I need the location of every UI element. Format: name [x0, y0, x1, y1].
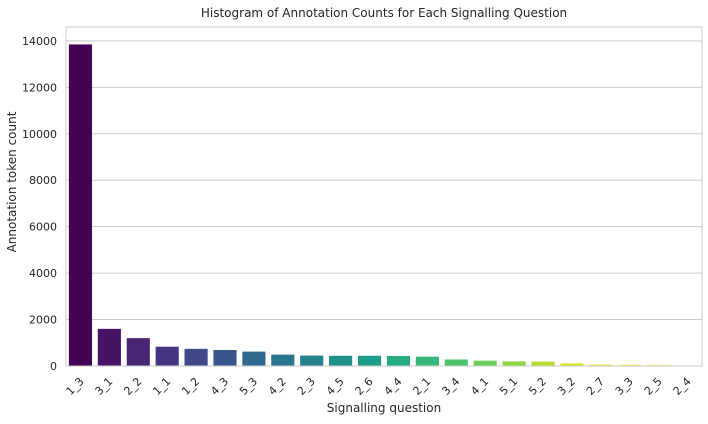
x-tick-label: 3_3	[613, 375, 636, 398]
bar-1_2	[185, 349, 208, 366]
x-tick-label: 2_7	[584, 375, 607, 398]
x-tick-label: 4_3	[208, 375, 231, 398]
x-tick-label: 1_1	[150, 375, 173, 398]
x-tick-label: 5_2	[526, 375, 549, 398]
bar-4_2	[271, 355, 294, 366]
x-tick-label: 2_1	[411, 375, 434, 398]
x-tick-label: 2_5	[642, 375, 665, 398]
y-tick-label: 10000	[22, 128, 57, 141]
x-tick-label: 3_2	[555, 375, 578, 398]
bar-2_6	[358, 356, 381, 366]
bar-4_5	[329, 356, 352, 366]
bar-2_3	[300, 356, 323, 366]
x-tick-label: 2_4	[671, 375, 694, 398]
y-tick-label: 4000	[29, 267, 57, 280]
y-tick-label: 2000	[29, 314, 57, 327]
bars	[69, 44, 699, 366]
bar-4_3	[213, 350, 236, 366]
grid-lines	[66, 41, 702, 366]
x-tick-label: 5_1	[497, 375, 520, 398]
y-axis-label: Annotation token count	[5, 111, 19, 252]
x-tick-label: 3_4	[439, 375, 462, 398]
x-tick-label: 1_2	[179, 375, 202, 398]
y-tick-labels: 0 2000 4000 6000 8000 10000 12000 14000	[22, 35, 57, 373]
bar-4_4	[387, 356, 410, 366]
x-tick-label: 5_3	[237, 375, 260, 398]
bar-5_3	[242, 352, 265, 366]
y-tick-label: 0	[50, 360, 57, 373]
x-tick-label: 2_2	[121, 375, 144, 398]
bar-5_2	[531, 362, 554, 366]
x-tick-label: 4_4	[382, 375, 405, 398]
y-tick-label: 6000	[29, 221, 57, 234]
x-tick-label: 2_6	[353, 375, 376, 398]
bar-4_1	[474, 361, 497, 366]
x-tick-label: 4_5	[324, 375, 347, 398]
bar-3_4	[445, 359, 468, 366]
bar-1_1	[156, 347, 179, 366]
plot-frame	[66, 27, 702, 366]
y-tick-label: 12000	[22, 81, 57, 94]
bar-1_3	[69, 44, 92, 366]
bar-3_1	[98, 329, 121, 366]
x-axis-label: Signalling question	[327, 401, 441, 415]
x-tick-label: 4_1	[468, 375, 491, 398]
bar-2_2	[127, 338, 150, 366]
x-tick-label: 3_1	[93, 375, 116, 398]
x-tick-label: 4_2	[266, 375, 289, 398]
x-tick-label: 2_3	[295, 375, 318, 398]
chart-title: Histogram of Annotation Counts for Each …	[201, 6, 567, 20]
y-tick-label: 8000	[29, 174, 57, 187]
bar-2_1	[416, 357, 439, 366]
y-tick-label: 14000	[22, 35, 57, 48]
x-tick-label: 1_3	[64, 375, 87, 398]
bar-5_1	[503, 361, 526, 366]
